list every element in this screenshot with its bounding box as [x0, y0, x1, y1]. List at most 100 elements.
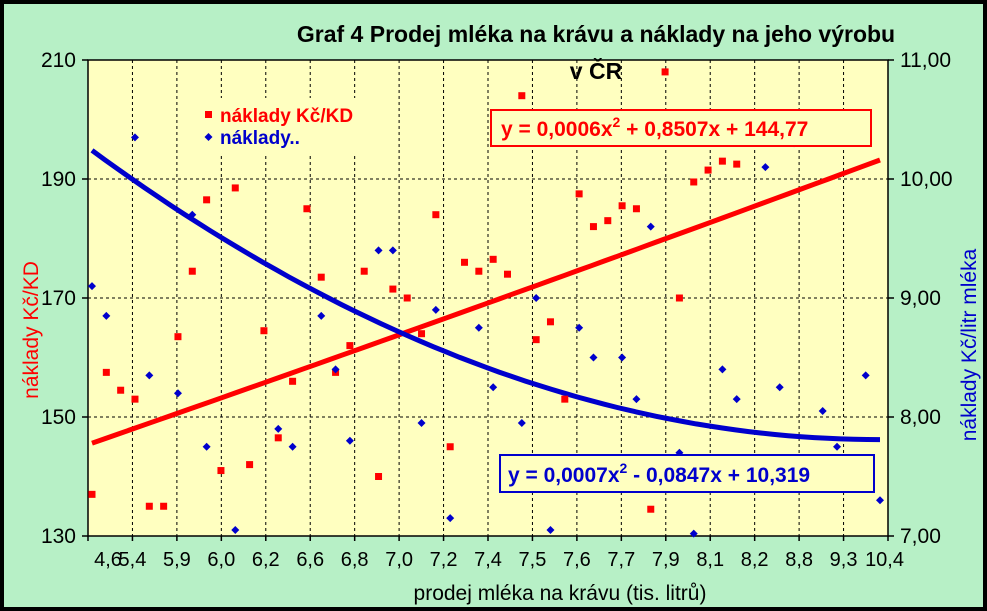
y-left-tick-label: 130	[41, 525, 76, 548]
y-left-tick-label: 150	[41, 406, 76, 429]
data-point-blue	[345, 436, 354, 445]
data-point-red	[145, 502, 153, 510]
data-point-blue	[331, 365, 340, 374]
equation-red-main: y = 0,0006x	[501, 118, 613, 141]
chart-title-line2: v ČR	[570, 57, 623, 84]
x-tick-label: 8,1	[696, 549, 724, 571]
x-tick-label: 10,4	[865, 549, 904, 571]
equation-blue-main: y = 0,0007x	[508, 464, 620, 487]
data-point-blue	[489, 383, 498, 392]
data-point-red	[647, 505, 655, 513]
data-point-blue	[173, 389, 182, 398]
legend-marker-red	[205, 111, 212, 118]
data-point-blue	[88, 282, 96, 291]
data-point-blue	[775, 383, 784, 392]
equation-red-box	[490, 109, 872, 147]
data-point-red	[604, 217, 612, 225]
data-point-red	[589, 223, 597, 231]
data-point-red	[632, 205, 640, 213]
data-point-red	[231, 184, 239, 192]
series-red-points	[88, 68, 741, 513]
data-point-blue	[546, 526, 555, 535]
data-point-red	[289, 377, 297, 385]
legend-marker-blue	[204, 133, 213, 141]
y-axis-left: 130 150 170 190 210	[41, 49, 88, 548]
y-axis-right-label: náklady Kč/litr mléka	[958, 248, 981, 441]
x-tick-label: 7,9	[652, 549, 680, 571]
data-point-blue	[274, 424, 283, 433]
data-point-red	[188, 267, 196, 275]
x-tick-label: 7,5	[519, 549, 547, 571]
data-point-blue	[231, 526, 240, 535]
trendline-red	[91, 157, 881, 446]
data-point-blue	[188, 210, 197, 219]
x-tick-label: 7,0	[385, 549, 413, 571]
data-point-red	[360, 267, 368, 275]
x-tick-label: 6,0	[207, 549, 235, 571]
data-point-red	[346, 342, 354, 350]
data-point-red	[117, 386, 125, 394]
data-point-blue	[145, 371, 154, 380]
data-point-blue	[388, 246, 397, 255]
data-point-red	[260, 327, 268, 335]
y-right-tick-label: 7,00	[900, 525, 941, 548]
y-left-tick-label: 190	[41, 168, 76, 191]
chart-title-line1: Graf 4 Prodej mléka na krávu a náklady n…	[297, 21, 895, 47]
data-point-blue	[761, 163, 770, 172]
legend: náklady Kč/KD náklady..	[190, 98, 382, 154]
data-point-blue	[632, 395, 641, 404]
legend-box	[190, 98, 382, 154]
data-point-blue	[374, 246, 383, 255]
data-point-blue	[646, 222, 655, 231]
equation-blue-box	[499, 454, 875, 493]
data-point-blue	[431, 305, 440, 314]
data-point-blue	[532, 294, 541, 302]
data-point-blue	[474, 323, 483, 332]
data-point-blue	[833, 442, 842, 451]
data-point-blue	[130, 133, 139, 142]
x-axis-label: prodej mléka na krávu (tis. litrů)	[414, 582, 707, 605]
data-point-red	[461, 258, 469, 266]
x-tick-label: 6,8	[341, 549, 369, 571]
data-point-red	[389, 285, 397, 293]
data-point-red	[704, 166, 712, 174]
data-point-blue	[517, 418, 526, 427]
data-point-red	[475, 267, 483, 275]
data-point-red	[690, 178, 698, 186]
x-axis: 4,65,4 5,9 6,0 6,2 6,6 6,8 7,0 7,2 7,4 7,5 7,6 7,7 7…	[87, 536, 904, 571]
data-point-red	[88, 490, 96, 498]
equation-blue-text: y = 0,0007x2 - 0,0847x + 10,319	[508, 460, 810, 487]
data-point-red	[561, 395, 569, 403]
x-tick-label: 6,6	[296, 549, 324, 571]
x-tick-label: 5,4	[119, 549, 147, 571]
y-right-tick-label: 10,00	[900, 168, 953, 191]
data-point-red	[675, 294, 683, 302]
data-point-blue	[575, 323, 584, 332]
equation-red: y = 0,0006x2 + 0,8507x + 144,77	[490, 109, 872, 147]
y-left-tick-label: 170	[41, 287, 76, 310]
equation-red-rest: + 0,8507x + 144,77	[620, 118, 808, 141]
x-tick-label: 7,7	[607, 549, 635, 571]
x-tick-label: 8,2	[741, 549, 769, 571]
data-point-red	[274, 434, 282, 442]
legend-label-red: náklady Kč/KD	[220, 106, 353, 127]
data-point-blue	[417, 418, 426, 427]
data-point-blue	[876, 496, 884, 505]
data-point-red	[303, 205, 311, 213]
equation-blue-sup: 2	[620, 460, 628, 476]
data-point-blue	[732, 395, 741, 404]
y-left-tick-label: 210	[41, 49, 76, 72]
data-point-red	[317, 273, 325, 281]
data-point-red	[131, 395, 139, 403]
trendline-blue	[90, 148, 881, 443]
data-point-red	[546, 318, 554, 326]
data-point-red	[375, 473, 383, 480]
data-point-red	[203, 196, 211, 204]
equation-red-text: y = 0,0006x2 + 0,8507x + 144,77	[501, 114, 808, 141]
data-point-blue	[202, 442, 211, 451]
equation-blue-rest: - 0,0847x + 10,319	[627, 464, 810, 487]
x-tick-label: 5,9	[163, 549, 191, 571]
data-point-red	[246, 461, 254, 469]
data-point-red	[102, 368, 110, 376]
data-point-red	[432, 211, 440, 219]
